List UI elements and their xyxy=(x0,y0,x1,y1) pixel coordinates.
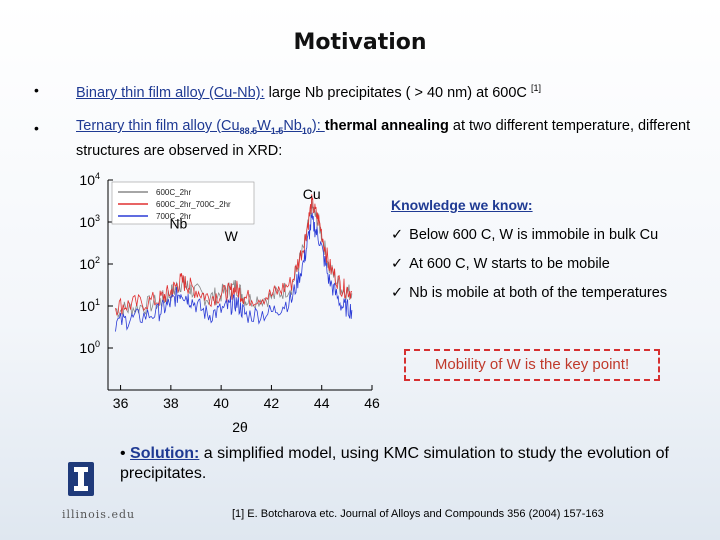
x-tick-label: 42 xyxy=(264,395,280,411)
x-tick-label: 36 xyxy=(113,395,129,411)
chart-series xyxy=(115,194,353,332)
x-tick-label: 38 xyxy=(163,395,179,411)
knowledge-title: Knowledge we know: xyxy=(391,197,533,213)
y-tick-label: 104 xyxy=(79,171,100,188)
solution-bullet: • Solution: a simplified model, using KM… xyxy=(120,444,680,484)
knowledge-item: ✓ Nb is mobile at both of the temperature… xyxy=(391,285,667,301)
x-tick-label: 40 xyxy=(213,395,229,411)
peak-label: W xyxy=(225,228,239,244)
knowledge-item: ✓ At 600 C, W starts to be mobile xyxy=(391,256,610,272)
ternary-nb: Nb xyxy=(283,118,302,134)
knowledge-item-text: Nb is mobile at both of the temperatures xyxy=(409,285,668,301)
ternary-w: W xyxy=(257,118,271,134)
y-tick-label: 102 xyxy=(79,255,100,272)
solution-dot: • xyxy=(120,445,131,462)
ternary-sub-cu: 88.5 xyxy=(239,125,258,136)
ternary-text: at two different temperature, different … xyxy=(76,118,691,159)
legend-label: 700C_2hr xyxy=(156,212,191,221)
y-tick-label: 100 xyxy=(79,339,100,356)
bullet-dot-2: • xyxy=(34,120,39,136)
check-icon: ✓ xyxy=(391,227,404,243)
bullet-binary-ref: [1] xyxy=(530,83,541,93)
chart-axes: 36 38 40 42 44 46 100 101 102 103 104 2θ xyxy=(79,171,380,435)
ternary-sub-w: 1.5 xyxy=(270,125,284,136)
bullet-binary-lead: Binary thin film alloy (Cu-Nb): xyxy=(76,84,265,101)
check-icon: ✓ xyxy=(391,256,404,272)
bullet-dot-1: • xyxy=(34,82,39,98)
solution-lead: Solution: xyxy=(130,445,200,462)
knowledge-item-text: Below 600 C, W is immobile in bulk Cu xyxy=(409,227,659,243)
check-icon: ✓ xyxy=(391,285,404,301)
legend-label: 600C_2hr xyxy=(156,188,191,197)
ternary-bold: thermal annealing xyxy=(324,118,449,134)
legend-label: 600C_2hr_700C_2hr xyxy=(156,200,231,209)
bullet-ternary-lead: Ternary thin film alloy (Cu88.5W1.5Nb10)… xyxy=(76,118,325,136)
ternary-sub-nb: 10 xyxy=(301,125,312,136)
peak-label: Cu xyxy=(303,186,321,202)
bullet-binary-text: large Nb precipitates ( > 40 nm) at 600C xyxy=(264,84,531,101)
legend-box xyxy=(111,181,255,225)
bullet-binary: Binary thin film alloy (Cu-Nb): large Nb… xyxy=(76,78,696,103)
ternary-lead-pre: Ternary thin film alloy (Cu xyxy=(76,118,240,134)
knowledge-item: ✓ Below 600 C, W is immobile in bulk Cu xyxy=(391,227,658,243)
y-tick-label: 101 xyxy=(79,297,100,314)
knowledge-item-text: At 600 C, W starts to be mobile xyxy=(409,256,610,272)
logo-text: illinois.edu xyxy=(62,508,136,521)
x-tick-label: 46 xyxy=(364,395,380,411)
key-point-box: Mobility of W is the key point! xyxy=(404,349,660,381)
bullet-ternary: Ternary thin film alloy (Cu88.5W1.5Nb10)… xyxy=(76,116,696,161)
series-line xyxy=(115,194,353,316)
x-tick-label: 44 xyxy=(314,395,330,411)
illinois-logo xyxy=(68,462,94,496)
x-axis-label: 2θ xyxy=(232,419,248,435)
page-title: Motivation xyxy=(293,30,427,55)
ternary-lead-post: ): xyxy=(311,118,325,134)
solution-text: a simplified model, using KMC simulation… xyxy=(120,445,669,482)
chart-legend: 600C_2hr 600C_2hr_700C_2hr 700C_2hr xyxy=(111,181,255,225)
y-tick-label: 103 xyxy=(79,213,100,230)
peak-label: Nb xyxy=(169,216,187,232)
chart-annotations: Cu Nb W xyxy=(169,186,320,244)
block-i-icon xyxy=(74,467,88,491)
reference: [1] E. Botcharova etc. Journal of Alloys… xyxy=(232,508,604,520)
series-line xyxy=(115,212,353,332)
